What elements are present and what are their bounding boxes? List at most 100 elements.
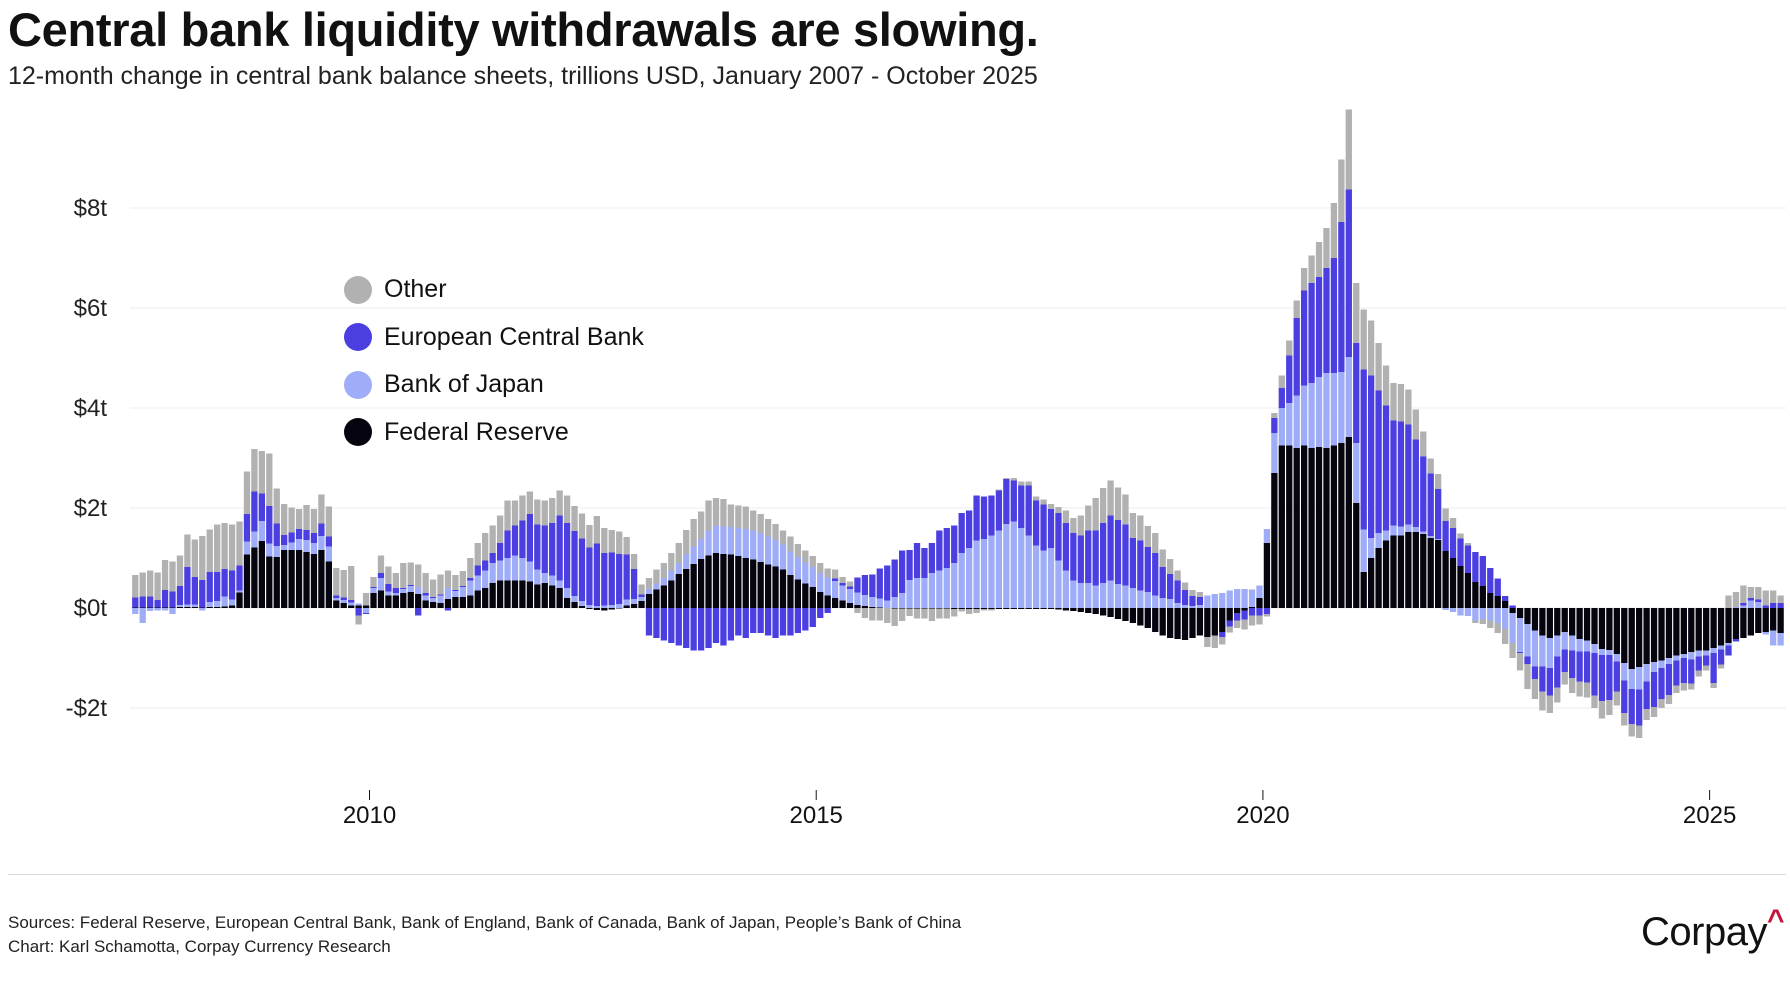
- bar-segment: [1323, 228, 1330, 268]
- bar-segment: [1070, 533, 1077, 581]
- bar-segment: [519, 520, 526, 558]
- bar-segment: [928, 573, 936, 608]
- bar-segment: [876, 568, 883, 599]
- bar-segment: [467, 580, 474, 596]
- bar-segment: [1710, 683, 1717, 688]
- bar-segment: [191, 539, 198, 577]
- bar-segment: [228, 524, 236, 571]
- bar-segment: [459, 587, 467, 597]
- bar-segment: [496, 580, 504, 608]
- bar-segment: [1412, 532, 1419, 608]
- bar-segment: [1516, 608, 1524, 618]
- bar-segment: [482, 570, 489, 588]
- bar-segment: [846, 581, 854, 587]
- bar-segment: [936, 570, 943, 608]
- bar-segment: [1695, 650, 1702, 657]
- bar-segment: [973, 495, 980, 541]
- bar-segment: [802, 550, 809, 563]
- bar-segment: [720, 554, 727, 608]
- bar-segment: [370, 588, 377, 593]
- bar-segment: [534, 524, 541, 570]
- bar-segment: [333, 600, 340, 608]
- bar-segment: [1062, 510, 1070, 523]
- bar-segment: [444, 599, 452, 608]
- bar-segment: [1219, 637, 1226, 645]
- bar-segment: [1189, 606, 1196, 608]
- bar-segment: [489, 525, 496, 553]
- bar-segment: [1181, 605, 1189, 608]
- bar-segment: [266, 506, 273, 544]
- bar-segment: [1353, 443, 1360, 503]
- legend-item-other[interactable]: Other: [344, 266, 644, 314]
- bar-segment: [809, 587, 816, 608]
- bar-segment: [772, 608, 779, 638]
- bar-segment: [1152, 553, 1159, 596]
- bar-segment: [750, 510, 757, 531]
- bar-segment: [1308, 383, 1315, 448]
- bar-segment: [1494, 608, 1501, 623]
- bar-segment: [861, 606, 869, 608]
- bar-segment: [1159, 608, 1166, 636]
- bar-segment: [1487, 620, 1494, 628]
- bar-segment: [616, 531, 623, 554]
- logo-text: Corpay: [1641, 910, 1767, 954]
- bar-segment: [616, 554, 623, 604]
- bar-segment: [794, 608, 802, 633]
- legend-item-fed[interactable]: Federal Reserve: [344, 409, 644, 457]
- legend: Other European Central Bank Bank of Japa…: [344, 266, 644, 456]
- bar-segment: [586, 608, 593, 609]
- bar-segment: [1740, 603, 1747, 606]
- bar-segment: [191, 577, 198, 605]
- bar-segment: [884, 608, 891, 623]
- bar-segment: [1583, 608, 1591, 641]
- bar-segment: [176, 607, 184, 608]
- bar-segment: [1531, 679, 1539, 699]
- bar-segment: [1673, 655, 1680, 661]
- bar-segment: [132, 597, 139, 608]
- bar-segment: [817, 608, 824, 618]
- bar-segment: [1018, 485, 1025, 528]
- bar-segment: [318, 494, 325, 524]
- bar-segment: [921, 608, 928, 619]
- bar-segment: [355, 603, 362, 606]
- bar-segment: [511, 500, 519, 526]
- bar-segment: [1219, 608, 1226, 632]
- bar-segment: [258, 521, 265, 541]
- bar-segment: [1114, 487, 1122, 520]
- bar-segment: [1345, 357, 1352, 437]
- bar-segment: [1464, 545, 1472, 573]
- bar-segment: [906, 580, 913, 608]
- bar-segment: [1368, 538, 1375, 558]
- bar-segment: [325, 561, 332, 608]
- bar-segment: [273, 546, 280, 557]
- bar-segment: [489, 583, 496, 608]
- bar-segment: [1293, 300, 1300, 318]
- bar-segment: [1047, 509, 1055, 548]
- bar-segment: [310, 533, 318, 543]
- bar-segment: [1762, 590, 1769, 606]
- bar-segment: [683, 569, 690, 608]
- bar-segment: [898, 593, 906, 608]
- bar-segment: [534, 499, 541, 525]
- bar-segment: [1278, 445, 1285, 608]
- bar-segment: [1062, 608, 1070, 611]
- legend-item-boj[interactable]: Bank of Japan: [344, 361, 644, 409]
- bar-segment: [1420, 531, 1427, 534]
- bar-segment: [1211, 594, 1218, 608]
- legend-item-ecb[interactable]: European Central Bank: [344, 314, 644, 362]
- bar-segment: [1077, 608, 1084, 612]
- y-tick-label: $6t: [74, 295, 108, 322]
- bar-segment: [1405, 532, 1412, 608]
- bar-segment: [362, 605, 370, 608]
- bar-segment: [191, 604, 198, 607]
- bar-segment: [928, 543, 936, 573]
- bar-segment: [452, 597, 459, 608]
- bar-segment: [683, 608, 690, 648]
- bar-segment: [154, 608, 161, 611]
- bar-segment: [511, 555, 519, 581]
- bar-segment: [161, 608, 169, 611]
- bar-segment: [1010, 608, 1017, 609]
- bar-segment: [608, 605, 615, 608]
- bar-segment: [1099, 583, 1107, 608]
- bar-segment: [1092, 498, 1099, 531]
